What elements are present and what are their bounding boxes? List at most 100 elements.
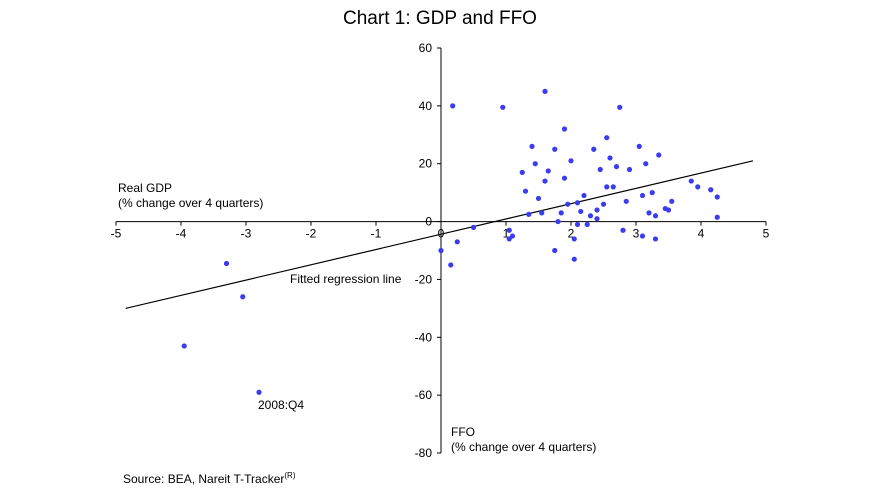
data-point — [600, 201, 607, 207]
data-point — [450, 103, 456, 109]
data-point — [545, 168, 551, 174]
data-point — [574, 221, 581, 228]
data-point — [539, 210, 545, 216]
data-point — [522, 188, 529, 194]
data-point — [578, 208, 584, 215]
data-point — [532, 161, 538, 167]
data-point — [639, 233, 646, 239]
data-point — [561, 175, 568, 181]
data-point — [665, 207, 672, 213]
data-point — [584, 221, 590, 228]
data-point — [669, 198, 675, 204]
x-tick-label: 1 — [503, 227, 510, 241]
y-tick-label: -80 — [415, 446, 433, 460]
data-point — [597, 166, 603, 173]
data-point — [604, 184, 610, 190]
data-point — [509, 233, 516, 239]
source-text: Source: BEA, Nareit T-Tracker — [123, 472, 285, 486]
source-note: Source: BEA, Nareit T-Tracker(R) — [123, 468, 296, 487]
x-tick-label: 5 — [763, 227, 770, 241]
y-tick-label: 40 — [419, 99, 433, 113]
data-point — [594, 207, 600, 213]
data-point — [256, 389, 262, 395]
data-point — [649, 190, 655, 196]
data-point — [581, 192, 587, 199]
y-axis-label-line1: Real GDP — [118, 181, 173, 195]
data-point — [652, 236, 659, 242]
data-point — [240, 294, 246, 300]
data-point — [470, 224, 477, 230]
y-tick-label: 0 — [425, 215, 432, 229]
x-tick-label: -5 — [111, 227, 122, 241]
data-point — [656, 152, 662, 158]
data-point — [643, 161, 649, 167]
data-point — [542, 88, 548, 94]
data-point — [542, 178, 548, 184]
data-point — [652, 213, 659, 219]
x-tick-label: -4 — [176, 227, 187, 241]
data-point — [639, 192, 646, 199]
data-point — [565, 201, 571, 207]
data-point — [438, 247, 444, 254]
data-point — [181, 343, 187, 349]
data-point — [574, 200, 581, 206]
x-tick-label: 2 — [568, 227, 575, 241]
data-point — [552, 247, 558, 254]
x-tick-label: 3 — [633, 227, 640, 241]
y-tick-label: -60 — [415, 388, 433, 402]
data-point — [623, 198, 629, 204]
data-point — [646, 210, 652, 216]
data-point — [636, 143, 642, 149]
data-point — [568, 158, 574, 164]
data-point — [626, 166, 633, 173]
y-axis-label-line2: (% change over 4 quarters) — [118, 196, 264, 210]
data-point — [529, 143, 535, 149]
data-point — [617, 104, 623, 110]
y-tick-label: 60 — [419, 41, 433, 55]
data-point — [500, 104, 506, 110]
y-tick-label: -40 — [415, 330, 433, 344]
regression-line — [125, 160, 754, 309]
x-tick-label: 4 — [698, 227, 705, 241]
data-point — [448, 262, 454, 268]
x-axis-label-line1: FFO — [451, 425, 475, 439]
data-point — [594, 216, 600, 222]
data-point — [714, 194, 720, 200]
data-point — [535, 195, 542, 202]
chart-title: Chart 1: GDP and FFO — [343, 8, 537, 29]
data-point — [555, 218, 561, 225]
source-superscript: (R) — [284, 471, 296, 480]
data-point — [561, 126, 568, 132]
data-point — [613, 164, 620, 170]
data-point — [708, 187, 714, 193]
y-tick-label: 20 — [419, 157, 433, 171]
data-point — [714, 214, 720, 220]
regression-line-label: Fitted regression line — [290, 272, 402, 286]
data-point — [587, 213, 594, 219]
data-point — [610, 184, 616, 190]
data-point — [604, 135, 610, 141]
data-point — [607, 155, 613, 161]
data-point — [552, 146, 558, 152]
data-point — [454, 239, 460, 245]
data-point — [695, 184, 701, 190]
data-point — [526, 211, 532, 217]
data-point — [519, 169, 525, 175]
y-axis-label: Real GDP (% change over 4 quarters) — [118, 181, 263, 211]
point-annotation-2008q4: 2008:Q4 — [258, 398, 305, 412]
data-point — [571, 236, 577, 242]
data-point — [223, 260, 230, 267]
x-tick-label: -2 — [306, 227, 317, 241]
x-axis-label-line2: (% change over 4 quarters) — [451, 440, 597, 454]
x-tick-label: -1 — [371, 227, 382, 241]
data-point — [558, 210, 564, 216]
data-point — [591, 146, 597, 152]
x-tick-label: -3 — [241, 227, 252, 241]
data-point — [571, 256, 577, 262]
data-point — [506, 227, 512, 233]
data-point — [688, 178, 694, 184]
y-tick-label: -20 — [415, 272, 433, 286]
x-axis-label: FFO (% change over 4 quarters) — [451, 425, 596, 455]
